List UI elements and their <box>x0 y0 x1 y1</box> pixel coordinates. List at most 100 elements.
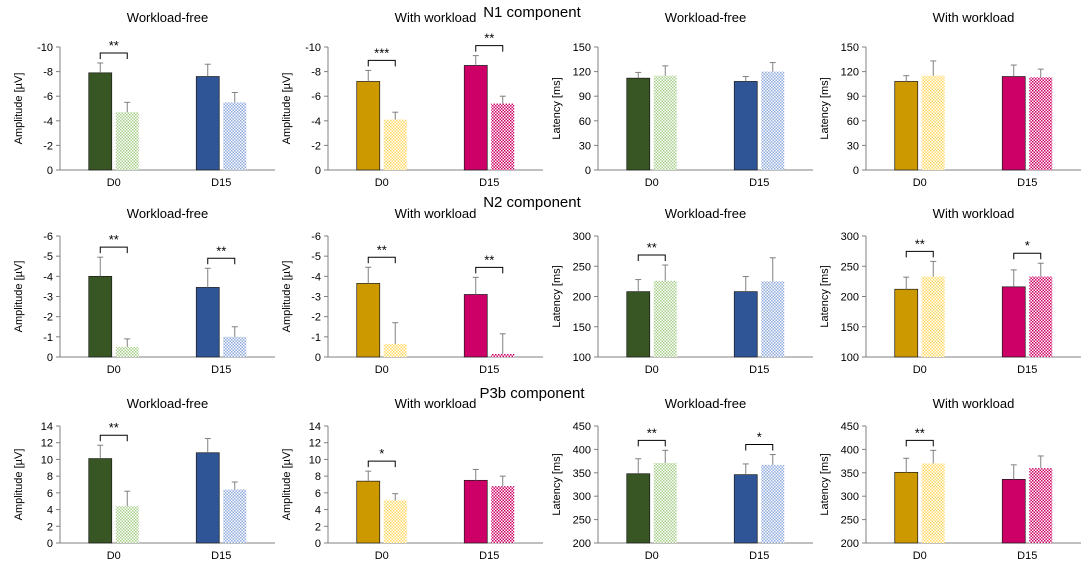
y-tick-label: -2 <box>311 140 321 152</box>
chart-p3b-lat-wf: Workload-free Latency [ms] 200 250 300 350 400… <box>551 396 813 562</box>
y-tick-label: 0 <box>853 165 859 177</box>
y-tick-label: -10 <box>37 42 53 54</box>
y-axis-label: Latency [ms] <box>551 77 563 139</box>
significance-bracket <box>99 52 128 59</box>
y-tick-label: 300 <box>841 491 859 503</box>
significance-bracket <box>475 45 504 52</box>
x-tick-label: D0 <box>645 550 659 562</box>
y-tick-label: -4 <box>311 271 321 283</box>
x-tick-label: D0 <box>107 550 121 562</box>
x-tick-label: D0 <box>913 550 927 562</box>
chart-n2-lat-wf: Workload-free Latency [ms] 100 150 200 250 300… <box>551 206 813 376</box>
bar <box>626 473 651 544</box>
y-tick-label: 0 <box>47 352 53 364</box>
significance-label: ** <box>484 31 494 46</box>
y-tick-label: 0 <box>47 538 53 550</box>
bar <box>626 77 651 171</box>
bar <box>115 506 139 543</box>
y-tick-label: 250 <box>573 261 591 273</box>
chart-n1-lat-ww: With workload Latency [ms] 0 30 60 90 120 150 D0… <box>819 10 1081 189</box>
y-tick-label: 90 <box>579 91 591 103</box>
y-tick-label: 250 <box>841 261 859 273</box>
bar <box>356 81 381 171</box>
chart-title: Workload-free <box>665 10 746 25</box>
bar <box>383 343 407 357</box>
significance-label: ** <box>915 425 925 440</box>
y-tick-label: 120 <box>841 67 859 79</box>
significance-label: ** <box>109 232 119 247</box>
chart-n2-lat-ww: With workload Latency [ms] 100 150 200 250 300… <box>819 206 1081 376</box>
chart-title: Workload-free <box>127 206 208 221</box>
y-tick-label: 0 <box>585 165 591 177</box>
x-tick-label: D15 <box>479 364 499 376</box>
bar <box>653 462 677 543</box>
bar <box>491 103 515 170</box>
bar <box>761 464 785 543</box>
bar <box>733 81 758 171</box>
significance-bracket <box>637 254 666 262</box>
significance-bracket <box>207 257 236 265</box>
y-tick-label: 14 <box>309 421 321 433</box>
y-tick-label: -5 <box>311 251 321 263</box>
bar <box>88 275 113 358</box>
x-tick-label: D15 <box>479 550 499 562</box>
y-axis-label: Amplitude [µV] <box>13 261 25 333</box>
bar <box>195 287 220 358</box>
bar <box>356 283 381 358</box>
bar <box>1001 479 1026 544</box>
y-tick-label: 300 <box>841 231 859 243</box>
y-tick-label: -2 <box>43 140 53 152</box>
significance-bracket <box>637 439 666 447</box>
chart-title: With workload <box>933 10 1015 25</box>
bar <box>463 65 488 171</box>
bar <box>1029 276 1053 357</box>
chart-n1-amp-wf: Workload-free Amplitude [µV] -10 -8 -6 -4 -2 0 D… <box>13 10 275 189</box>
y-tick-label: 350 <box>573 468 591 480</box>
y-tick-label: 0 <box>315 165 321 177</box>
y-tick-label: -1 <box>311 332 321 344</box>
chart-title: Workload-free <box>665 206 746 221</box>
x-tick-label: D15 <box>211 364 231 376</box>
y-tick-label: 350 <box>841 468 859 480</box>
bar <box>761 281 785 357</box>
y-tick-label: 30 <box>847 140 859 152</box>
y-axis-label: Amplitude [µV] <box>13 449 25 521</box>
significance-label: ** <box>647 240 657 255</box>
bar <box>653 280 677 357</box>
y-tick-label: 100 <box>573 352 591 364</box>
x-tick-label: D15 <box>211 550 231 562</box>
y-axis-label: Amplitude [µV] <box>13 73 25 145</box>
y-tick-label: -5 <box>43 251 53 263</box>
y-axis-label: Latency [ms] <box>819 77 831 139</box>
bar <box>921 75 945 170</box>
bar <box>115 346 139 357</box>
y-tick-label: 14 <box>41 421 53 433</box>
bar <box>115 112 139 170</box>
x-tick-label: D0 <box>107 364 121 376</box>
y-tick-label: 60 <box>847 116 859 128</box>
y-tick-label: -1 <box>43 332 53 344</box>
bar <box>1001 286 1026 358</box>
chart-title: Workload-free <box>127 396 208 411</box>
bar <box>894 471 919 544</box>
y-tick-label: 4 <box>315 505 321 517</box>
y-tick-label: 400 <box>841 444 859 456</box>
x-tick-label: D0 <box>375 550 389 562</box>
bar <box>223 489 247 543</box>
chart-title: With workload <box>933 396 1015 411</box>
y-tick-label: 200 <box>573 538 591 550</box>
x-tick-label: D0 <box>375 177 389 189</box>
bar <box>921 276 945 357</box>
y-tick-label: 0 <box>315 538 321 550</box>
y-tick-label: 90 <box>847 91 859 103</box>
significance-label: * <box>1025 238 1030 253</box>
y-tick-label: -6 <box>43 231 53 243</box>
y-tick-label: 250 <box>841 515 859 527</box>
y-tick-label: 450 <box>841 421 859 433</box>
y-tick-label: 300 <box>573 231 591 243</box>
y-tick-label: 6 <box>315 488 321 500</box>
chart-n2-amp-wf: Workload-free Amplitude [µV] -6 -5 -4 -3 -2 -1 0… <box>13 206 275 376</box>
bar <box>383 500 407 543</box>
y-tick-label: -6 <box>311 231 321 243</box>
